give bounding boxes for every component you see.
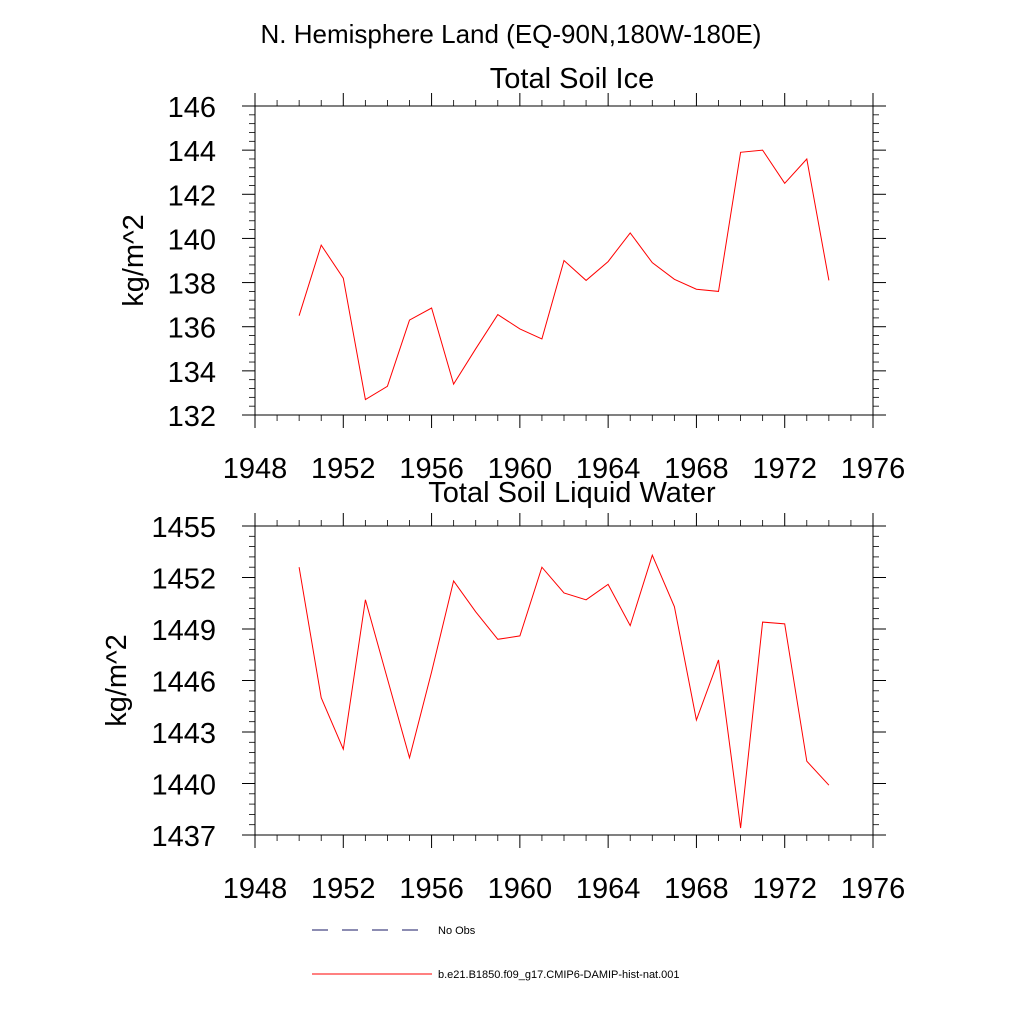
y-tick-label: 146 — [168, 92, 216, 124]
panel-total-soil-liquid-water: Total Soil Liquid Water kg/m^2 1948 1952 195… — [101, 477, 905, 905]
figure-title: N. Hemisphere Land (EQ-90N,180W-180E) — [261, 19, 762, 49]
y-tick-label: 1452 — [151, 564, 216, 596]
y-tick-label: 1446 — [151, 667, 216, 699]
x-tick-label: 1960 — [488, 453, 553, 485]
y-tick-label: 1443 — [151, 718, 216, 750]
y-tick-label: 140 — [168, 224, 216, 256]
plot-frame — [254, 525, 874, 836]
y-tick-label: 138 — [168, 269, 216, 301]
x-tick-label: 1976 — [841, 873, 906, 905]
legend: No Obs b.e21.B1850.f09_g17.CMIP6-DAMIP-h… — [312, 925, 680, 981]
legend-label-no-obs: No Obs — [438, 925, 476, 937]
x-tick-label: 1956 — [399, 453, 464, 485]
y-tick-label: 142 — [168, 180, 216, 212]
x-tick-label: 1968 — [664, 873, 729, 905]
y-tick-label: 1440 — [151, 770, 216, 802]
legend-label-model-run: b.e21.B1850.f09_g17.CMIP6-DAMIP-hist-nat… — [438, 969, 680, 981]
x-tick-label: 1960 — [488, 873, 553, 905]
x-tick-label: 1972 — [752, 873, 817, 905]
x-tick-label: 1948 — [223, 873, 288, 905]
y-axis-label: kg/m^2 — [118, 214, 150, 307]
panel-title: Total Soil Ice — [490, 63, 654, 95]
panel-total-soil-ice: Total Soil Ice kg/m^2 1948 1952 1956 1960 1964… — [118, 63, 905, 485]
x-tick-label: 1976 — [841, 453, 906, 485]
series-line-total-soil-liquid-water — [298, 553, 830, 829]
y-tick-label: 144 — [168, 136, 216, 168]
panel-title: Total Soil Liquid Water — [428, 477, 716, 509]
y-tick-label: 1437 — [151, 821, 216, 853]
x-tick-label: 1968 — [664, 453, 729, 485]
y-axis-label: kg/m^2 — [101, 634, 133, 727]
x-tick-label: 1948 — [223, 453, 288, 485]
y-tick-label: 136 — [168, 313, 216, 345]
x-tick-label: 1952 — [311, 873, 376, 905]
y-tick-label: 132 — [168, 401, 216, 433]
x-tick-label: 1952 — [311, 453, 376, 485]
x-tick-label: 1964 — [576, 873, 641, 905]
x-tick-label: 1964 — [576, 453, 641, 485]
y-tick-label: 1455 — [151, 512, 216, 544]
x-tick-label: 1956 — [399, 873, 464, 905]
y-tick-label: 1449 — [151, 615, 216, 647]
series-line-total-soil-ice — [298, 149, 830, 401]
x-tick-label: 1972 — [752, 453, 817, 485]
y-tick-label: 134 — [168, 357, 216, 389]
